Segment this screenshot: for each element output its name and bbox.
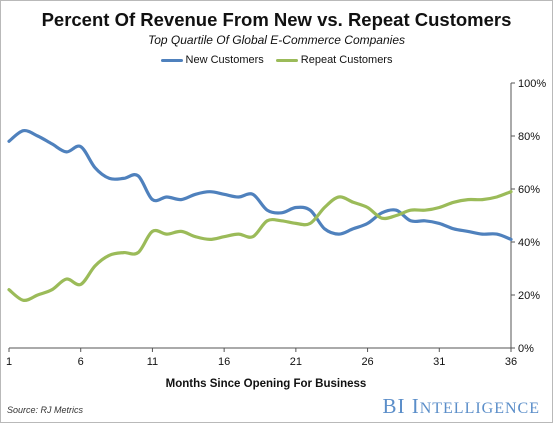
source-note: Source: RJ Metrics [7,405,84,415]
legend-swatch-repeat-customers [275,58,298,62]
chart-title: Percent Of Revenue From New vs. Repeat C… [41,9,512,30]
x-tick-label: 26 [361,356,373,368]
x-tick-label: 11 [147,356,158,368]
brand-logo: BI INTELLIGENCE [382,394,540,419]
legend-item-repeat-customers: Repeat Customers [275,54,393,66]
y-tick-label: 80% [518,131,540,143]
brand-intelligence-rest: NTELLIGENCE [419,400,540,417]
x-tick-label: 31 [433,356,445,368]
x-tick-label: 16 [218,356,230,368]
chart-subtitle: Top Quartile Of Global E-Commerce Compan… [148,33,405,47]
y-tick-label: 40% [518,237,540,249]
y-tick-label: 60% [518,184,540,196]
x-tick-label: 36 [505,356,517,368]
x-tick-label: 21 [290,356,302,368]
y-tick-label: 20% [518,290,540,302]
series-line-repeat-customers [7,190,513,303]
brand-intelligence-initial: I [411,394,420,418]
brand-bi: BI [382,394,406,418]
chart-legend: New Customers Repeat Customers [1,54,552,66]
series-line-new-customers [7,128,513,241]
y-tick-label: 0% [518,343,534,355]
legend-label-new-customers: New Customers [185,54,264,66]
x-tick-label: 1 [6,356,12,368]
legend-swatch-new-customers [160,58,183,62]
x-tick-label: 6 [78,356,84,368]
legend-label-repeat-customers: Repeat Customers [300,54,393,66]
legend-item-new-customers: New Customers [160,54,264,66]
x-axis-label: Months Since Opening For Business [166,378,367,390]
y-tick-label: 100% [518,78,546,90]
